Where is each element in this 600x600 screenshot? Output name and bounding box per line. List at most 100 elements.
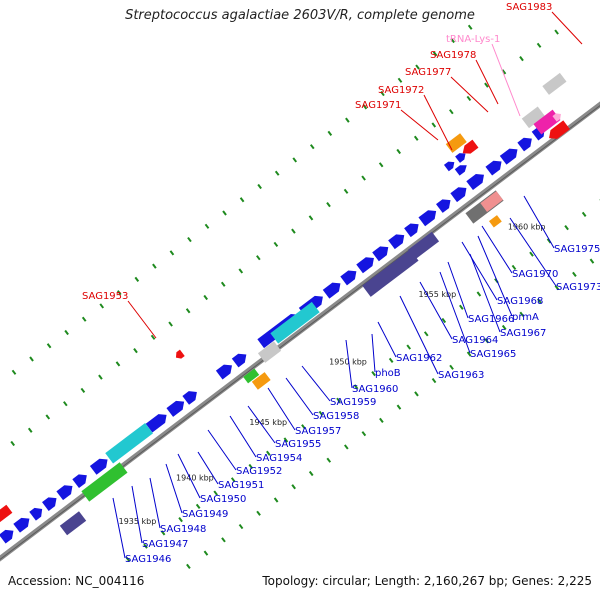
gene-label-sag1963[interactable]: SAG1963 [438,370,484,381]
gene-label-sag1973[interactable]: SAG1973 [556,282,600,293]
gene-forward-blue[interactable] [13,514,32,533]
gene-forward-blue[interactable] [517,134,535,152]
gene-forward-blue[interactable] [499,145,521,165]
gene-forward-blue[interactable] [404,220,422,238]
gene-label-sag1948[interactable]: SAG1948 [160,524,206,535]
gene-label-sag1959[interactable]: SAG1959 [330,397,376,408]
gene-label-sag1972[interactable]: SAG1972 [378,85,424,96]
gene-forward-blue[interactable] [56,482,75,501]
gene-forward-blue[interactable] [388,231,407,250]
ruler-label-1935: 1935 kbp [119,517,157,526]
gene-label-sag1951[interactable]: SAG1951 [218,480,264,491]
gene-label-sag1952[interactable]: SAG1952 [236,466,282,477]
track-dot [81,316,87,322]
track-dot [361,175,366,181]
gene-label-phob[interactable]: phoB [375,368,401,379]
gene-label-sag1950[interactable]: SAG1950 [200,494,246,505]
gene-label-sag1971[interactable]: SAG1971 [355,100,401,111]
gene-label-sag1967[interactable]: SAG1967 [500,328,546,339]
forward-labels[interactable]: SAG1946 SAG1947 SAG1948 SAG1949 SAG1950 SAG19… [125,244,600,565]
gene-label-sag1964[interactable]: SAG1964 [452,335,498,346]
track-dot [415,64,420,70]
gene-label-sag1975[interactable]: SAG1975 [554,244,600,255]
gene-label-sag1977[interactable]: SAG1977 [405,67,451,78]
gene-label-sag1957[interactable]: SAG1957 [295,426,341,437]
gene-forward-blue[interactable] [231,350,250,368]
gene-reverse-red[interactable] [546,120,570,142]
gene-forward-navy[interactable] [59,511,87,536]
track-dot [186,563,191,569]
gene-forward-blue[interactable] [340,267,359,286]
gene-reverse-red[interactable] [460,139,479,158]
gene-label-trna[interactable]: tRNA-Lys-1 [446,34,500,45]
gene-reverse-gray[interactable] [542,72,567,95]
gene-forward-blue[interactable] [215,361,235,380]
gene-label-prma[interactable]: prmA [512,312,539,323]
genome-summary-text: Topology: circular; Length: 2,160,267 bp… [262,574,592,588]
gene-label-sag1949[interactable]: SAG1949 [182,509,228,520]
gene-forward-blue[interactable] [466,170,487,191]
gene-forward-blue[interactable] [418,207,439,227]
track-dot [564,225,569,231]
gene-label-sag1954[interactable]: SAG1954 [256,453,302,464]
gene-forward-orange[interactable] [488,215,502,228]
gene-reverse-pink[interactable] [552,111,563,122]
gene-label-sag1955[interactable]: SAG1955 [275,439,321,450]
gene-reverse-gray[interactable] [521,106,545,129]
gene-forward-blue[interactable] [182,388,200,405]
reverse-labels[interactable]: SAG1953 SAG1971 SAG1972 SAG1977 SAG1978 tRNA-… [82,2,552,302]
gene-forward-blue[interactable] [372,243,391,262]
gene-label-sag1983[interactable]: SAG1983 [506,2,552,13]
gene-forward-blue[interactable] [450,184,469,203]
track-dot [581,211,587,217]
gene-forward-blue[interactable] [72,471,90,489]
gene-label-sag1962[interactable]: SAG1962 [396,353,442,364]
gene-forward-blue[interactable] [436,196,454,213]
leader-line [551,11,583,45]
reverse-genes[interactable] [0,72,570,552]
gene-forward-navy[interactable] [362,249,419,297]
gene-forward-blue[interactable] [145,410,170,433]
gene-forward-blue[interactable] [42,494,60,511]
gene-label-sag1970[interactable]: SAG1970 [512,269,558,280]
gene-label-sag1966[interactable]: SAG1966 [468,314,514,325]
gene-forward-pink[interactable] [480,191,503,212]
gene-forward-navy[interactable] [407,231,440,260]
track-dot [204,223,210,229]
gene-forward-blue[interactable] [0,537,2,555]
gene-forward-blue[interactable] [89,455,111,475]
gene-forward-blue[interactable] [485,157,504,176]
gene-forward-cyan[interactable] [270,301,320,344]
gene-forward-blue[interactable] [29,505,45,521]
gene-forward-blue[interactable] [322,279,344,299]
track-dot [484,82,489,88]
gene-forward-green[interactable] [243,368,260,384]
gene-forward-blue[interactable] [454,162,469,176]
gene-forward-blue[interactable] [166,397,187,417]
gene-reverse-red[interactable] [0,504,13,526]
gene-reverse-red[interactable] [174,349,185,361]
track-dot [257,183,262,190]
track-dot [396,148,402,155]
track-dot [64,329,69,336]
gene-forward-blue[interactable] [455,150,468,163]
gene-label-sag1953[interactable]: SAG1953 [82,291,128,302]
gene-forward-blue[interactable] [356,254,377,274]
leader-line [461,241,498,301]
gene-label-sag1958[interactable]: SAG1958 [313,411,359,422]
gene-forward-blue[interactable] [0,526,17,544]
gene-label-sag1946[interactable]: SAG1946 [125,554,171,565]
gene-forward-gray[interactable] [257,341,282,363]
gene-label-sag1947[interactable]: SAG1947 [142,539,188,550]
gene-forward-cyan[interactable] [105,422,153,464]
gene-label-sag1968[interactable]: SAG1968 [497,296,543,307]
track-dot [115,361,121,367]
gene-forward-orange[interactable] [251,372,271,390]
forward-genes[interactable] [0,125,548,556]
gene-label-sag1965[interactable]: SAG1965 [470,349,516,360]
gene-label-sag1978[interactable]: SAG1978 [430,50,476,61]
gene-forward-green[interactable] [81,462,128,502]
gene-forward-blue[interactable] [443,159,457,172]
gene-label-sag1960[interactable]: SAG1960 [352,384,398,395]
